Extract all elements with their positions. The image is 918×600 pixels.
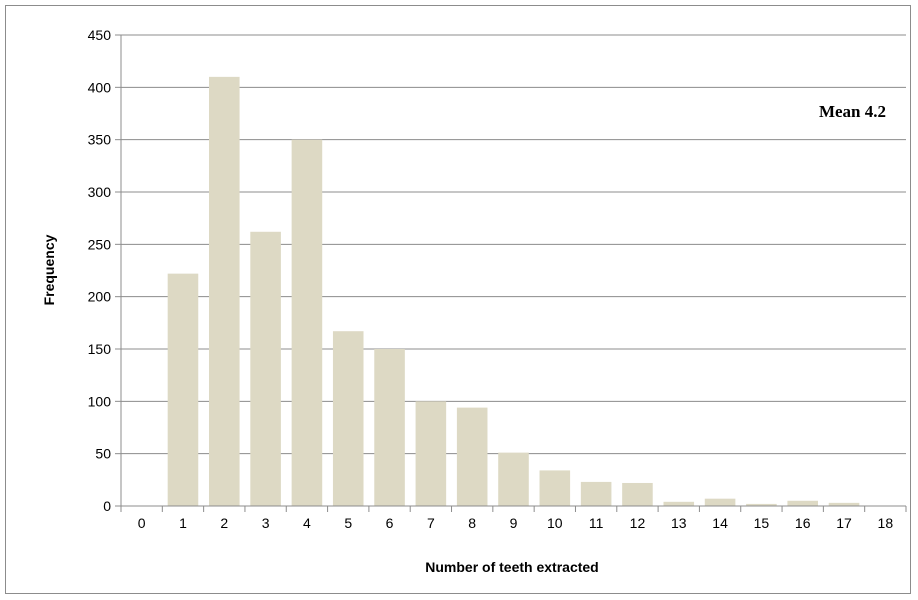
bar — [415, 401, 447, 506]
bar — [622, 482, 653, 506]
bar — [374, 349, 405, 506]
y-tick-label: 300 — [88, 184, 112, 200]
mean-annotation: Mean 4.2 — [819, 102, 886, 121]
x-tick-label: 18 — [878, 515, 894, 531]
bar — [498, 452, 529, 506]
bar — [332, 331, 364, 506]
x-tick-label: 5 — [344, 515, 352, 531]
x-tick-label: 9 — [510, 515, 518, 531]
x-axis-title: Number of teeth extracted — [425, 559, 598, 575]
x-tick-labels: 0 1 2 3 4 5 6 7 8 9 10 11 12 13 14 15 16 17 18 — [138, 515, 894, 531]
bar — [828, 502, 860, 506]
y-axis-title: Frequency — [41, 234, 57, 305]
y-tick-label: 250 — [88, 236, 112, 252]
x-tick-label: 6 — [386, 515, 394, 531]
bar — [580, 481, 612, 506]
x-tick-label: 1 — [179, 515, 187, 531]
bar — [663, 501, 695, 506]
x-tick-label: 0 — [138, 515, 146, 531]
bar — [746, 503, 777, 506]
x-tick-label: 7 — [427, 515, 435, 531]
bars — [167, 76, 860, 507]
bar — [167, 273, 199, 506]
x-tick-label: 14 — [712, 515, 728, 531]
bar — [291, 139, 323, 506]
y-tick-label: 350 — [88, 132, 112, 148]
y-tick-label: 150 — [88, 341, 112, 357]
x-tick-label: 3 — [262, 515, 270, 531]
bar — [704, 498, 736, 506]
x-tick-label: 13 — [671, 515, 687, 531]
y-tick-label: 50 — [95, 446, 111, 462]
x-tick-label: 17 — [836, 515, 852, 531]
x-tick-label: 2 — [220, 515, 228, 531]
y-tick-label: 100 — [88, 393, 112, 409]
x-tick-label: 4 — [303, 515, 311, 531]
x-tick-label: 15 — [754, 515, 770, 531]
bar — [456, 407, 488, 506]
y-tick-labels: 0 50 100 150 200 250 300 350 400 450 — [88, 27, 112, 514]
bar — [539, 470, 571, 506]
bar — [209, 76, 240, 506]
y-tick-label: 200 — [88, 289, 112, 305]
bar — [250, 231, 281, 507]
x-tick-label: 10 — [547, 515, 563, 531]
x-tick-label: 8 — [468, 515, 476, 531]
bar — [787, 500, 818, 506]
x-tick-label: 12 — [630, 515, 646, 531]
y-tick-label: 0 — [103, 498, 111, 514]
x-tick-label: 16 — [795, 515, 811, 531]
axes — [120, 35, 907, 512]
x-tick-label: 11 — [589, 515, 604, 531]
y-tick-label: 400 — [88, 79, 112, 95]
y-tick-label: 450 — [88, 27, 112, 43]
